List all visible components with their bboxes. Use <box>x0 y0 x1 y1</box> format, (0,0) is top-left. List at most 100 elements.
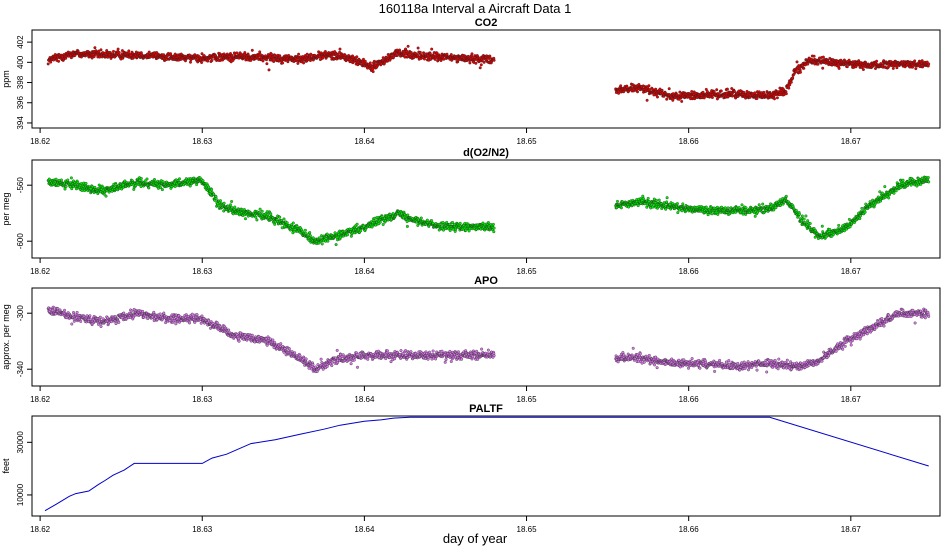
data-point <box>809 222 812 225</box>
data-point <box>191 313 194 316</box>
data-point <box>680 100 683 103</box>
data-point <box>864 211 867 214</box>
data-point <box>237 337 240 340</box>
data-point <box>79 320 82 323</box>
data-point <box>913 60 916 63</box>
y-tick-label: 400 <box>16 55 25 69</box>
data-point <box>636 91 639 94</box>
data-point <box>848 218 851 221</box>
plot-frame <box>32 160 940 258</box>
data-point <box>761 203 764 206</box>
data-point <box>879 191 882 194</box>
data-point <box>893 192 896 195</box>
data-point <box>216 322 219 325</box>
data-point <box>679 91 682 94</box>
data-point <box>244 217 247 220</box>
data-point <box>202 179 205 182</box>
x-tick-label: 18.66 <box>679 267 700 276</box>
data-point <box>452 228 455 231</box>
data-point <box>617 92 620 95</box>
data-point <box>364 60 367 63</box>
panel-title: d(O2/N2) <box>463 147 509 159</box>
data-point <box>658 199 661 202</box>
data-point <box>251 334 254 337</box>
data-point <box>656 96 659 99</box>
data-point <box>483 61 486 64</box>
data-point <box>227 329 230 332</box>
data-point <box>724 207 727 210</box>
data-point <box>406 220 409 223</box>
data-point <box>292 222 295 225</box>
y-tick-label: -300 <box>16 305 25 322</box>
data-point <box>272 339 275 342</box>
data-point <box>141 310 144 313</box>
data-point <box>705 206 708 209</box>
data-point <box>821 67 824 70</box>
data-point <box>843 230 846 233</box>
data-point <box>665 201 668 204</box>
data-point <box>661 89 664 92</box>
x-tick-label: 18.67 <box>841 395 862 404</box>
data-point <box>475 62 478 65</box>
data-point <box>707 213 710 216</box>
data-point <box>859 217 862 220</box>
data-point <box>711 96 714 99</box>
data-point <box>654 88 657 91</box>
data-point <box>123 312 126 315</box>
x-tick-label: 18.62 <box>30 137 51 146</box>
data-point <box>672 99 675 102</box>
data-point <box>229 204 232 207</box>
data-point <box>652 206 655 209</box>
data-point <box>112 50 115 53</box>
data-point <box>99 316 102 319</box>
data-point <box>838 67 841 70</box>
data-point <box>334 232 337 235</box>
y-tick-label: 394 <box>16 116 25 130</box>
data-point <box>64 188 67 191</box>
data-point <box>251 49 254 52</box>
data-point <box>270 213 273 216</box>
data-point <box>201 52 204 55</box>
data-point <box>616 200 619 203</box>
data-point <box>71 323 74 326</box>
data-point <box>796 61 799 64</box>
data-point <box>212 193 215 196</box>
data-point <box>297 62 300 65</box>
data-point <box>895 190 898 193</box>
x-tick-label: 18.64 <box>354 395 375 404</box>
data-point <box>785 92 788 95</box>
data-point <box>71 187 74 190</box>
data-point <box>278 216 281 219</box>
data-point <box>53 307 56 310</box>
x-tick-label: 18.63 <box>192 137 213 146</box>
data-point <box>881 192 884 195</box>
data-point <box>620 207 623 210</box>
data-point <box>244 333 247 336</box>
data-point <box>646 99 649 102</box>
data-point <box>382 223 385 226</box>
data-point <box>327 240 330 243</box>
x-tick-label: 18.64 <box>354 267 375 276</box>
data-point <box>89 315 92 318</box>
data-point <box>163 312 166 315</box>
data-point <box>215 197 218 200</box>
x-tick-label: 18.65 <box>517 395 538 404</box>
data-point <box>430 219 433 222</box>
data-point <box>642 195 645 198</box>
data-point <box>690 90 693 93</box>
data-point <box>67 179 70 182</box>
data-point <box>140 177 143 180</box>
data-point <box>211 59 214 62</box>
data-point <box>236 52 239 55</box>
data-point <box>720 90 723 93</box>
data-point <box>902 179 905 182</box>
data-point <box>733 90 736 93</box>
data-point <box>805 215 808 218</box>
data-point <box>297 53 300 56</box>
x-tick-label: 18.67 <box>841 137 862 146</box>
